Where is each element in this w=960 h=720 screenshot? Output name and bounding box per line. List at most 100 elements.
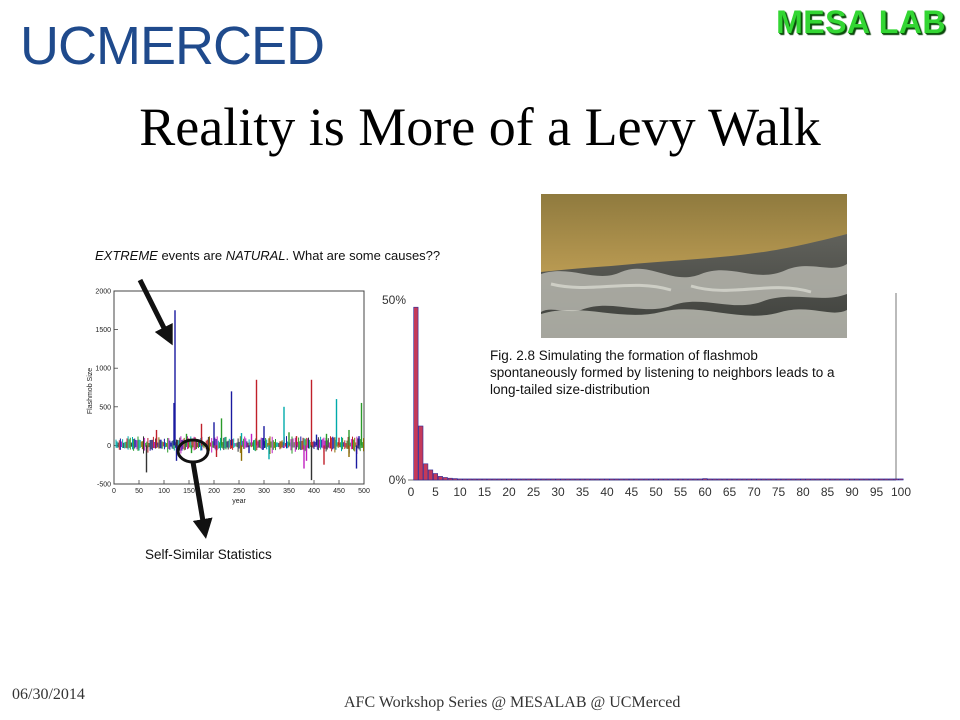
- hist-bar: [432, 473, 439, 481]
- hist-bar: [849, 478, 855, 481]
- hist-bar: [878, 478, 884, 481]
- ts-xtick-label: 150: [183, 488, 195, 495]
- ts-ylabel: Flashmob Size: [87, 368, 94, 414]
- extreme-end: . What are some causes??: [285, 248, 441, 263]
- hist-bar: [829, 478, 835, 481]
- hist-bar: [717, 478, 723, 481]
- hist-xtick-label: 90: [845, 485, 859, 499]
- hist-bar: [766, 478, 772, 481]
- hist-xtick-label: 50: [649, 485, 663, 499]
- hist-bar: [496, 478, 502, 481]
- slide-footer: AFC Workshop Series @ MESALAB @ UCMerced: [344, 694, 681, 711]
- hist-bar: [452, 478, 458, 481]
- hist-bar: [584, 478, 590, 481]
- hist-xtick-label: 25: [527, 485, 541, 499]
- hist-bar: [898, 478, 904, 481]
- hist-bar: [785, 478, 791, 481]
- ts-plot-frame: [113, 290, 365, 485]
- landscape-photo: [541, 194, 847, 338]
- hist-bar: [673, 478, 679, 481]
- hist-bar: [579, 478, 586, 481]
- hist-bar: [428, 469, 434, 481]
- hist-bar: [780, 478, 786, 481]
- hist-bar: [702, 478, 708, 481]
- ts-xtick-label: 350: [283, 488, 295, 495]
- hist-xtick-label: 70: [747, 485, 761, 499]
- ts-xtick-label: 50: [135, 488, 143, 495]
- hist-bar: [712, 478, 718, 481]
- hist-bar: [653, 478, 659, 481]
- hist-bar: [418, 425, 424, 481]
- hist-bar: [555, 478, 561, 481]
- hist-bar: [761, 478, 767, 481]
- hist-xtick-label: 95: [870, 485, 884, 499]
- hist-bar: [413, 306, 419, 481]
- extreme-events-note: EXTREME events are NATURAL. What are som…: [95, 248, 440, 263]
- hist-bar: [447, 477, 453, 481]
- hist-bar: [790, 478, 796, 481]
- hist-bar: [442, 477, 448, 481]
- hist-bar: [893, 478, 899, 481]
- hist-bar: [491, 478, 497, 481]
- ts-ytick-label: 1000: [95, 366, 111, 373]
- hist-bar: [638, 478, 644, 481]
- hist-bar: [624, 478, 630, 481]
- hist-bar: [741, 478, 747, 481]
- hist-bar: [540, 478, 546, 481]
- hist-bar: [457, 478, 463, 481]
- hist-bar: [839, 478, 845, 481]
- hist-bar: [516, 478, 522, 481]
- hist-xtick-label: 20: [502, 485, 516, 499]
- ts-ytick-label: 500: [99, 404, 111, 411]
- hist-xtick-label: 60: [698, 485, 712, 499]
- hist-bar: [692, 478, 698, 481]
- hist-xtick-label: 5: [432, 485, 439, 499]
- hist-bar: [594, 478, 600, 481]
- extreme-mid: events are: [157, 248, 226, 263]
- hist-bar: [731, 478, 737, 481]
- hist-bar: [599, 478, 605, 481]
- hist-bar: [844, 478, 850, 481]
- hist-bar: [550, 478, 556, 481]
- ucmerced-logo: UCMERCED: [20, 16, 325, 76]
- hist-xtick-label: 75: [772, 485, 786, 499]
- hist-bar: [609, 478, 615, 481]
- hist-xtick-label: 15: [478, 485, 492, 499]
- hist-bar: [771, 478, 777, 481]
- hist-bar: [633, 478, 639, 481]
- hist-bar: [869, 478, 875, 481]
- hist-xtick-label: 100: [891, 485, 911, 499]
- hist-ytick-label: 50%: [382, 293, 406, 307]
- hist-bar: [751, 478, 757, 481]
- hist-xtick-label: 80: [796, 485, 810, 499]
- hist-bar: [477, 478, 483, 481]
- mesa-lab-logo: MESA LAB: [776, 4, 946, 40]
- hist-bar: [658, 478, 664, 481]
- hist-bar: [535, 478, 541, 481]
- ts-xtick-label: 250: [233, 488, 245, 495]
- hist-bar: [648, 478, 654, 481]
- hist-bar: [756, 478, 762, 481]
- hist-bar: [677, 478, 684, 481]
- hist-bar: [820, 478, 826, 481]
- hist-bar: [530, 478, 537, 481]
- hist-bar: [864, 478, 870, 481]
- hist-bar: [570, 478, 576, 481]
- hist-xtick-label: 35: [576, 485, 590, 499]
- hist-bar: [614, 478, 620, 481]
- hist-bar: [643, 478, 649, 481]
- hist-xtick-label: 55: [674, 485, 688, 499]
- hist-bar: [663, 478, 669, 481]
- ucmerced-logo-text: UCMERCED: [20, 16, 324, 76]
- hist-bar: [521, 478, 527, 481]
- hist-bar: [873, 478, 880, 481]
- ts-xtick-label: 300: [258, 488, 270, 495]
- hist-bar: [628, 478, 635, 481]
- hist-xtick-label: 10: [453, 485, 467, 499]
- hist-bar: [668, 478, 674, 481]
- hist-bar: [722, 478, 728, 481]
- hist-bar: [619, 478, 625, 481]
- hist-xtick-label: 65: [723, 485, 737, 499]
- ts-ytick-label: 0: [107, 443, 111, 450]
